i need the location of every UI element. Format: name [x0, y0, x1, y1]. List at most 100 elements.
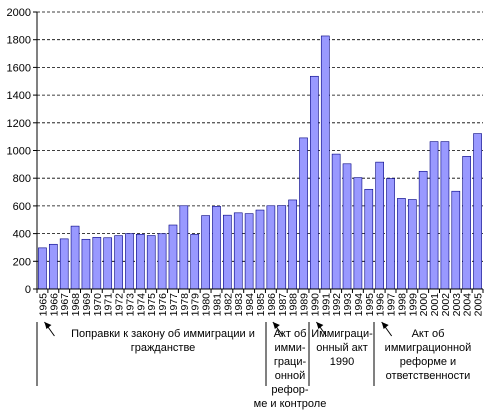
x-tick-label-1970: 1970: [92, 293, 104, 317]
bar-1975: [146, 235, 156, 290]
x-tick-label-1967: 1967: [59, 293, 71, 317]
bar-1971: [103, 237, 113, 290]
bar-1994: [353, 177, 363, 290]
bar-1985: [255, 209, 265, 290]
bar-1991: [320, 35, 330, 290]
annotation-text-1990: Иммиграци- онный акт 1990: [311, 328, 373, 368]
annotation-arrowhead-1990: [316, 322, 324, 329]
bar-1997: [386, 178, 395, 290]
x-tick-label-1974: 1974: [135, 293, 147, 317]
bar-1970: [92, 237, 102, 290]
x-tick-label-1975: 1975: [146, 293, 158, 317]
bar-1965: [38, 247, 47, 290]
y-tick-labels: 0 200 400 600 800 1000 1200 1400 1600 1800 2000: [7, 7, 37, 296]
x-tick-label-2000: 2000: [418, 293, 430, 317]
bar-1972: [114, 235, 123, 290]
bar-1981: [212, 206, 221, 290]
y-tick-label: 1600: [7, 62, 31, 74]
bar-1979: [190, 234, 200, 290]
y-tick-label: 400: [13, 229, 31, 241]
x-tick-label-1990: 1990: [309, 293, 321, 317]
bar-1988: [288, 199, 297, 290]
x-tick-label-1983: 1983: [233, 293, 245, 317]
x-tick-label-1972: 1972: [114, 293, 126, 317]
bar-1974: [136, 233, 145, 290]
bar-1973: [125, 233, 134, 290]
annotation-text-1996: Акт об иммиграционной реформе и ответств…: [384, 328, 472, 382]
bar-1995: [364, 188, 374, 290]
bar-1993: [342, 163, 352, 290]
bar-2002: [440, 141, 450, 290]
x-tick-label-2002: 2002: [440, 293, 452, 317]
bar-2001: [429, 141, 439, 290]
x-tick-label-1994: 1994: [353, 293, 365, 317]
x-tick-label-1968: 1968: [70, 293, 82, 317]
annotation-markers: [36, 321, 393, 386]
x-tick-label-1976: 1976: [157, 293, 169, 317]
x-tick-label-1971: 1971: [103, 293, 115, 317]
x-tick-label-1991: 1991: [320, 293, 332, 317]
x-tick-label-1978: 1978: [179, 293, 191, 317]
bar-1978: [179, 205, 189, 290]
y-tick-label: 600: [13, 201, 31, 213]
x-tick-labels: 1965196619671968196919701971197219731974…: [36, 289, 485, 317]
bar-1982: [223, 214, 232, 290]
x-tick-label-1981: 1981: [211, 293, 223, 317]
x-tick-label-1985: 1985: [255, 293, 267, 317]
x-tick-label-1966: 1966: [48, 293, 60, 317]
y-tick-label: 800: [13, 173, 31, 185]
annotation-arrowhead-1996: [381, 322, 389, 329]
annotation-text-1986: Акт об имми- граци- онной рефор- ме и ко…: [253, 328, 327, 410]
x-tick-label-2001: 2001: [429, 293, 441, 317]
bar-1967: [59, 238, 69, 290]
bar-1998: [397, 198, 406, 290]
x-tick-label-1992: 1992: [331, 293, 343, 317]
bar-2003: [451, 190, 461, 290]
x-tick-label-1995: 1995: [364, 293, 376, 317]
x-tick-label-1998: 1998: [396, 293, 408, 317]
bar-1987: [277, 205, 287, 290]
x-tick-label-1984: 1984: [244, 293, 256, 317]
bar-1968: [70, 225, 80, 290]
bar-1984: [244, 213, 254, 290]
bar-1990: [310, 75, 319, 290]
bar-1999: [407, 199, 417, 290]
annotation-arrowhead-1965: [44, 322, 52, 329]
x-tick-label-1982: 1982: [222, 293, 234, 317]
x-tick-label-2003: 2003: [451, 293, 463, 317]
bars: [38, 35, 482, 290]
y-tick-label: 2000: [7, 7, 31, 19]
x-tick-label-1987: 1987: [277, 293, 289, 317]
y-tick-label: 0: [25, 284, 31, 296]
x-tick-label-1988: 1988: [288, 293, 300, 317]
x-tick-label-1965: 1965: [37, 293, 49, 317]
x-tick-label-1973: 1973: [124, 293, 136, 317]
bar-2005: [473, 133, 482, 290]
x-tick-label-1979: 1979: [190, 293, 202, 317]
x-tick-label-1996: 1996: [375, 293, 387, 317]
x-tick-label-1969: 1969: [81, 293, 93, 317]
annotation-text-1965: Поправки к закону об иммиграции и гражда…: [71, 328, 255, 354]
bar-1989: [299, 137, 308, 290]
bar-1969: [81, 238, 91, 290]
y-tick-label: 200: [13, 256, 31, 268]
x-tick-label-1989: 1989: [299, 293, 311, 317]
x-tick-label-2005: 2005: [473, 293, 485, 317]
x-tick-label-1986: 1986: [266, 293, 278, 317]
bar-1996: [375, 161, 384, 290]
bar-1966: [48, 243, 58, 290]
bar-1980: [201, 215, 210, 290]
bar-2004: [462, 156, 472, 290]
bar-1992: [331, 153, 341, 290]
bar-1986: [266, 205, 276, 290]
x-tick-label-1980: 1980: [201, 293, 213, 317]
x-tick-label-1993: 1993: [342, 293, 354, 317]
annotation-arrowhead-1986: [272, 322, 280, 329]
bar-1976: [157, 233, 167, 290]
y-tick-label: 1400: [7, 90, 31, 102]
y-tick-label: 1800: [7, 35, 31, 47]
bar-1977: [168, 224, 178, 290]
y-tick-label: 1200: [7, 118, 31, 130]
x-tick-label-1997: 1997: [386, 293, 398, 317]
